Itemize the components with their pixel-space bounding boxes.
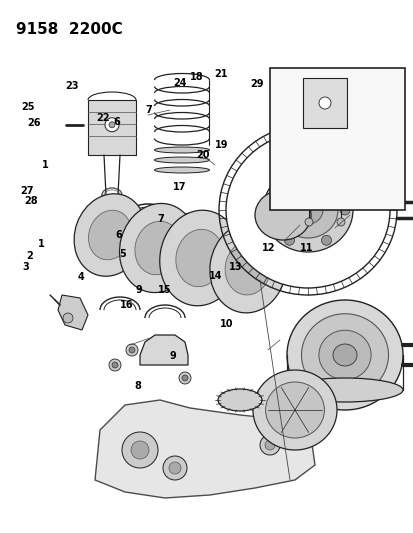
Text: 6: 6 xyxy=(113,117,120,126)
Circle shape xyxy=(266,205,275,215)
Circle shape xyxy=(336,218,344,226)
Circle shape xyxy=(63,313,73,323)
Circle shape xyxy=(259,435,279,455)
Polygon shape xyxy=(58,295,88,330)
Ellipse shape xyxy=(74,194,145,276)
Text: 28: 28 xyxy=(24,197,38,206)
Text: 4: 4 xyxy=(77,272,84,282)
Ellipse shape xyxy=(154,147,209,153)
Circle shape xyxy=(109,122,115,128)
Ellipse shape xyxy=(154,167,209,173)
Text: 24: 24 xyxy=(173,78,186,87)
Ellipse shape xyxy=(318,330,370,379)
Text: 12: 12 xyxy=(262,243,275,253)
Text: 7: 7 xyxy=(157,214,164,223)
Ellipse shape xyxy=(154,157,209,163)
Text: 23: 23 xyxy=(66,82,79,91)
Polygon shape xyxy=(302,78,346,128)
Text: 19: 19 xyxy=(214,140,228,150)
Text: 16: 16 xyxy=(119,300,133,310)
Circle shape xyxy=(321,235,331,245)
Text: 21: 21 xyxy=(214,69,228,78)
Circle shape xyxy=(131,441,149,459)
Ellipse shape xyxy=(225,132,389,288)
Text: 26: 26 xyxy=(27,118,40,127)
Ellipse shape xyxy=(332,344,356,366)
Polygon shape xyxy=(88,100,136,155)
Polygon shape xyxy=(95,400,314,498)
Ellipse shape xyxy=(265,382,324,438)
Circle shape xyxy=(284,175,294,185)
Circle shape xyxy=(284,235,294,245)
Circle shape xyxy=(339,205,349,215)
Ellipse shape xyxy=(218,389,261,411)
Text: 1: 1 xyxy=(42,160,49,170)
Text: 2: 2 xyxy=(26,251,33,261)
Ellipse shape xyxy=(286,300,402,410)
Text: 8: 8 xyxy=(134,382,141,391)
Circle shape xyxy=(163,456,187,480)
Text: 27: 27 xyxy=(20,186,33,196)
Text: 7: 7 xyxy=(145,106,152,115)
Text: 3: 3 xyxy=(22,262,29,271)
Text: 9: 9 xyxy=(169,351,176,361)
Circle shape xyxy=(318,97,330,109)
Text: 6: 6 xyxy=(116,230,122,239)
Circle shape xyxy=(126,344,138,356)
Ellipse shape xyxy=(159,210,240,306)
Text: 1: 1 xyxy=(38,239,45,249)
Ellipse shape xyxy=(292,196,322,224)
Ellipse shape xyxy=(286,378,402,402)
Text: 13: 13 xyxy=(229,262,242,271)
Circle shape xyxy=(334,184,342,192)
Ellipse shape xyxy=(209,223,285,313)
Ellipse shape xyxy=(262,168,352,252)
Ellipse shape xyxy=(119,204,196,293)
Ellipse shape xyxy=(254,190,310,240)
Ellipse shape xyxy=(252,370,336,450)
Ellipse shape xyxy=(176,229,223,287)
Text: 20: 20 xyxy=(196,150,209,159)
Ellipse shape xyxy=(135,221,180,274)
Circle shape xyxy=(182,375,188,381)
Circle shape xyxy=(321,175,331,185)
Circle shape xyxy=(129,347,135,353)
Text: 11: 11 xyxy=(299,243,312,253)
Ellipse shape xyxy=(88,210,131,260)
Circle shape xyxy=(304,218,312,226)
Circle shape xyxy=(122,432,158,468)
FancyBboxPatch shape xyxy=(269,68,404,210)
Circle shape xyxy=(306,184,314,192)
Circle shape xyxy=(105,118,119,132)
Text: 14: 14 xyxy=(208,271,221,281)
Circle shape xyxy=(178,372,190,384)
Text: 18: 18 xyxy=(190,72,203,82)
Ellipse shape xyxy=(225,241,270,295)
Circle shape xyxy=(264,440,274,450)
Text: 10: 10 xyxy=(220,319,233,329)
Text: 29: 29 xyxy=(249,79,263,89)
Ellipse shape xyxy=(301,314,387,396)
Circle shape xyxy=(112,362,118,368)
Text: 22: 22 xyxy=(96,114,109,123)
Ellipse shape xyxy=(277,182,337,238)
Polygon shape xyxy=(140,335,188,365)
Circle shape xyxy=(169,462,180,474)
Circle shape xyxy=(109,359,121,371)
Text: 9158  2200C: 9158 2200C xyxy=(16,22,122,37)
Text: 5: 5 xyxy=(119,249,125,259)
Text: 17: 17 xyxy=(173,182,186,191)
Text: 25: 25 xyxy=(21,102,35,111)
Text: 15: 15 xyxy=(158,286,171,295)
Text: 9: 9 xyxy=(135,286,142,295)
